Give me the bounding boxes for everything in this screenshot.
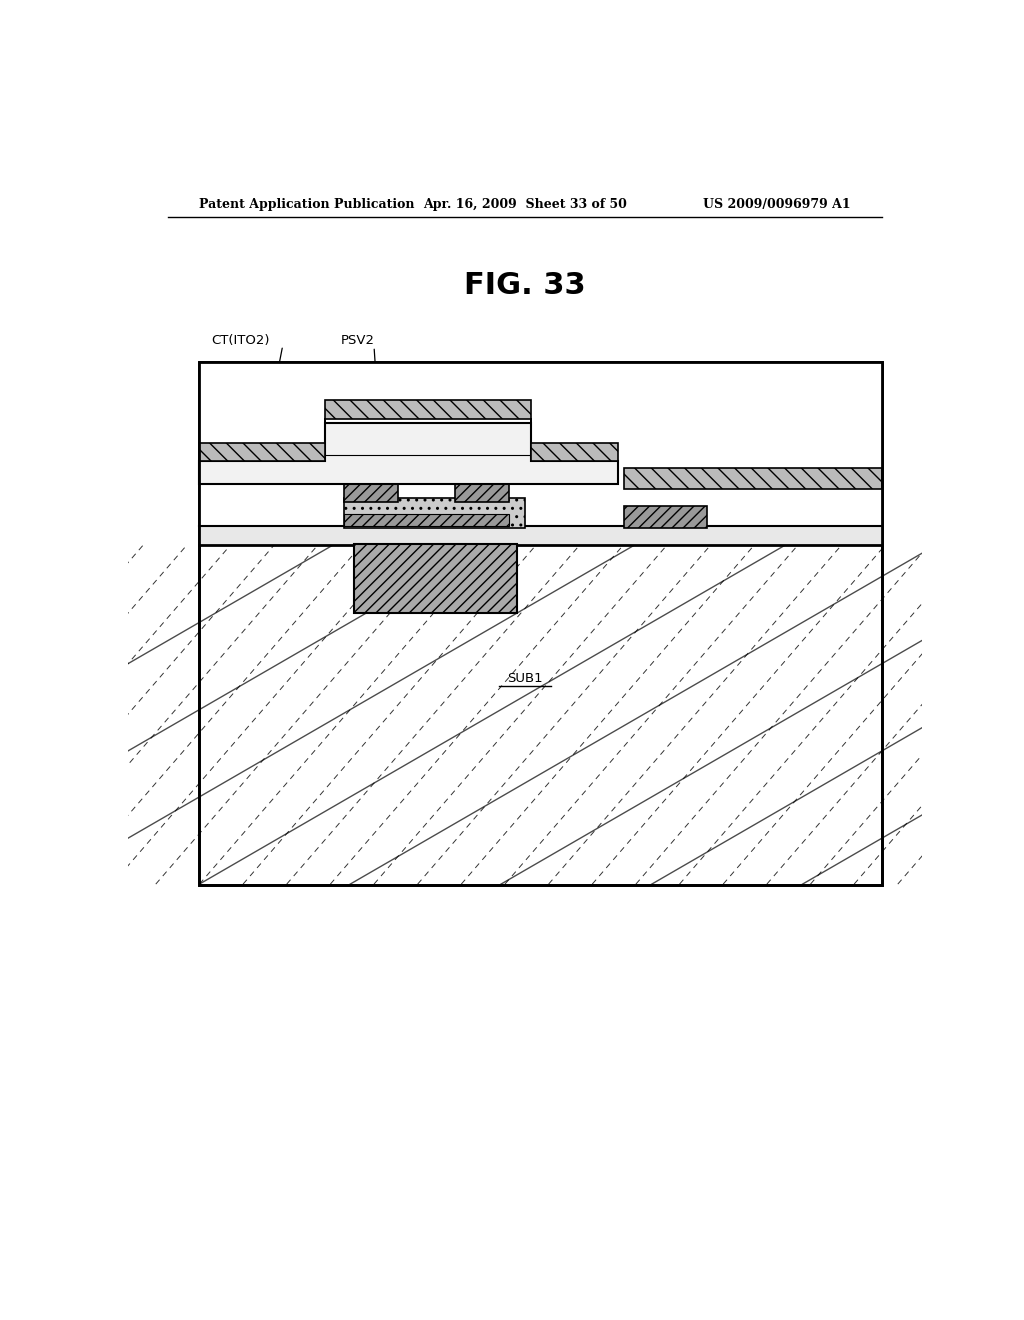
Text: Apr. 16, 2009  Sheet 33 of 50: Apr. 16, 2009 Sheet 33 of 50	[423, 198, 627, 211]
Polygon shape	[200, 400, 618, 461]
Bar	[455, 482, 509, 502]
Text: AS: AS	[452, 362, 469, 375]
Text: SUB1: SUB1	[507, 672, 543, 685]
Text: SD1(d1): SD1(d1)	[489, 362, 544, 375]
Text: PX(ITO1): PX(ITO1)	[723, 362, 781, 375]
Text: Patent Application Publication: Patent Application Publication	[200, 198, 415, 211]
Bar	[200, 362, 882, 886]
Text: SD2(d1): SD2(d1)	[211, 362, 265, 375]
Polygon shape	[200, 422, 618, 483]
Bar	[344, 482, 397, 502]
Bar	[344, 513, 509, 527]
Text: PSV2: PSV2	[341, 334, 375, 347]
Bar	[200, 527, 882, 545]
Bar	[200, 362, 882, 886]
Text: US 2009/0096979 A1: US 2009/0096979 A1	[702, 198, 850, 211]
Text: FIG. 33: FIG. 33	[464, 271, 586, 300]
Bar	[344, 498, 524, 528]
Bar	[624, 506, 708, 528]
Bar	[354, 544, 517, 612]
Text: PSV1: PSV1	[341, 362, 375, 375]
Bar	[624, 469, 882, 488]
Text: d0: d0	[404, 362, 421, 375]
Text: CT(ITO2): CT(ITO2)	[211, 334, 270, 347]
Bar	[200, 362, 882, 545]
Text: GL(g1): GL(g1)	[238, 463, 283, 477]
